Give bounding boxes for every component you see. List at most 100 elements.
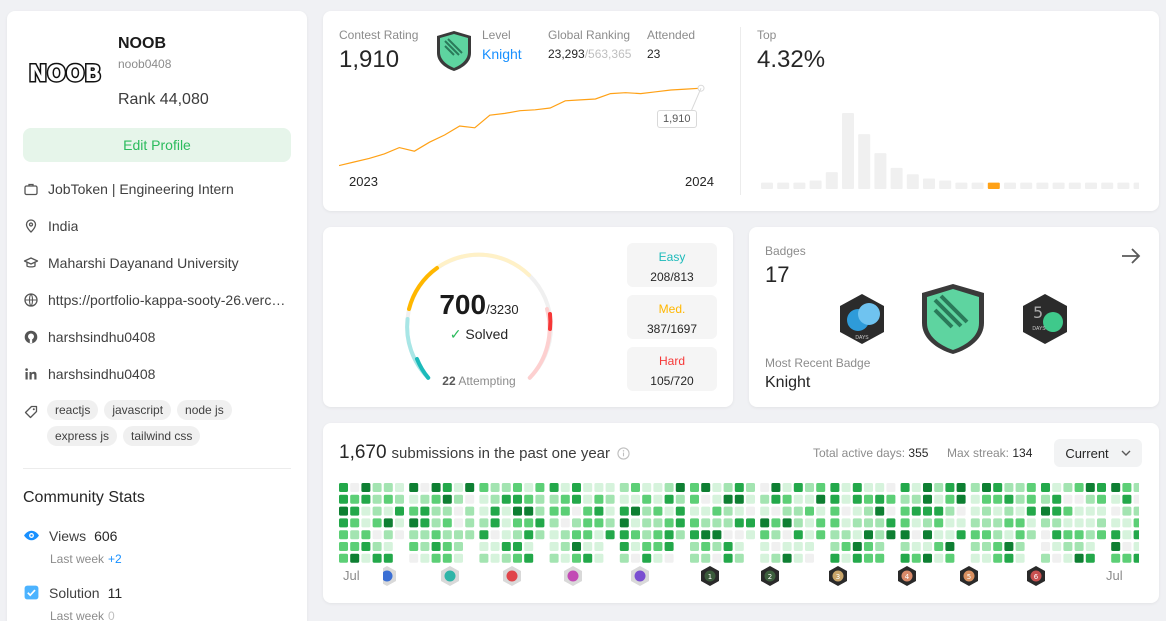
- avatar[interactable]: NOOB: [25, 55, 105, 91]
- heatmap-cell: [501, 553, 511, 563]
- heatmap-cell: [864, 494, 873, 504]
- heatmap-cell: [900, 553, 910, 563]
- heatmap-cell: [746, 518, 755, 528]
- distribution-bar: [1004, 182, 1016, 189]
- heatmap-cell: [734, 542, 744, 551]
- easy-stat[interactable]: Easy 208/813: [627, 243, 717, 287]
- heatmap-cell: [653, 506, 663, 516]
- tag-icon: [24, 405, 38, 419]
- heatmap-cell: [841, 542, 851, 551]
- submission-heatmap-card: 1,670 submissions in the past one year T…: [323, 423, 1159, 603]
- heatmap-cell: [513, 506, 522, 516]
- heatmap-cell: [372, 518, 382, 528]
- hard-stat[interactable]: Hard 105/720: [627, 347, 717, 391]
- heatmap-cell: [875, 506, 885, 516]
- heatmap-cell: [1111, 542, 1121, 551]
- distribution-bar: [1068, 182, 1081, 189]
- heatmap-cell: [501, 518, 511, 528]
- heatmap-cell: [465, 506, 475, 516]
- heatmap-cell: [1063, 506, 1073, 516]
- heatmap-cell: [945, 530, 955, 540]
- 50-days-badge-icon[interactable]: DAYS: [836, 292, 888, 346]
- heatmap-cell: [642, 483, 652, 492]
- contest-rating-value: 1,910: [339, 46, 400, 73]
- heatmap-cell: [911, 506, 921, 516]
- tag[interactable]: reactjs: [47, 400, 99, 420]
- heatmap-cell: [431, 553, 441, 563]
- level-value[interactable]: Knight: [482, 46, 522, 62]
- heatmap-cell: [535, 483, 545, 492]
- heatmap-cell: [1097, 518, 1106, 528]
- arrow-right-icon[interactable]: [1120, 246, 1142, 266]
- heatmap-cell: [594, 530, 604, 540]
- heatmap-cell: [1122, 483, 1132, 492]
- heatmap-cell: [339, 542, 348, 551]
- heatmap-cell: [642, 553, 652, 563]
- info-icon[interactable]: [617, 446, 630, 460]
- display-name: NOOB: [118, 35, 166, 52]
- heatmap-cell: [594, 542, 604, 551]
- heatmap-cell: [793, 518, 803, 528]
- medium-stat[interactable]: Med. 387/1697: [627, 295, 717, 339]
- heatmap-cell: [864, 483, 873, 492]
- heatmap-cell: [631, 518, 640, 528]
- heatmap-cell: [1133, 530, 1139, 540]
- tag[interactable]: javascript: [104, 400, 172, 420]
- heatmap-cell: [1085, 553, 1095, 563]
- top-percent: 4.32%: [757, 46, 826, 73]
- edit-profile-button[interactable]: Edit Profile: [23, 128, 291, 162]
- info-github[interactable]: harshsindhu0408: [23, 327, 291, 347]
- monthly-badges[interactable]: 1 2 3 4 5 6: [383, 565, 1083, 587]
- heatmap-cell: [572, 483, 581, 492]
- tag[interactable]: express js: [47, 426, 118, 446]
- heatmap-cell: [956, 494, 966, 504]
- heatmap-cell: [619, 553, 629, 563]
- info-linkedin[interactable]: harshsindhu0408: [23, 364, 291, 384]
- info-education: Maharshi Dayanand University: [23, 253, 291, 273]
- level-label: Level: [482, 28, 511, 42]
- heatmap-cell: [734, 553, 744, 563]
- year-dropdown[interactable]: Current: [1054, 439, 1142, 467]
- heatmap-cell: [372, 494, 382, 504]
- heatmap-cell: [361, 530, 371, 540]
- heatmap-cell: [653, 530, 663, 540]
- heatmap-cell: [934, 553, 944, 563]
- heatmap-cell: [572, 530, 581, 540]
- heatmap-cell: [746, 483, 755, 492]
- heatmap-cell: [479, 542, 489, 551]
- heatmap-cell: [479, 483, 489, 492]
- heatmap-cell: [1026, 494, 1036, 504]
- days-badge-icon[interactable]: 5 DAYS: [1019, 292, 1071, 346]
- rating-distribution-chart[interactable]: [759, 111, 1139, 191]
- heatmap-cell: [934, 483, 944, 492]
- heatmap-cell: [923, 553, 932, 563]
- heatmap-cell: [664, 542, 674, 551]
- heatmap-cell: [864, 530, 873, 540]
- heatmap-cell: [361, 494, 371, 504]
- heatmap-cell: [664, 530, 674, 540]
- heatmap-cell: [431, 518, 441, 528]
- heatmap-cell: [923, 518, 932, 528]
- heatmap-cell: [805, 518, 814, 528]
- heatmap-cell: [1063, 494, 1073, 504]
- heatmap-cell: [1026, 518, 1036, 528]
- knight-badge-icon[interactable]: [919, 282, 987, 356]
- tag[interactable]: tailwind css: [123, 426, 201, 446]
- heatmap-cell: [911, 530, 921, 540]
- heatmap-cell: [771, 494, 781, 504]
- solved-progress-ring[interactable]: [399, 247, 559, 407]
- heatmap-cell: [583, 483, 593, 492]
- tag[interactable]: node js: [177, 400, 232, 420]
- heatmap-cell: [956, 518, 966, 528]
- month-badge-number: 5: [967, 573, 971, 581]
- heatmap-cell: [1004, 494, 1014, 504]
- heatmap-cell: [409, 494, 419, 504]
- knight-badge-icon[interactable]: [435, 30, 473, 72]
- info-website[interactable]: https://portfolio-kappa-sooty-26.vercel.…: [23, 290, 291, 310]
- heatmap-cell: [583, 542, 593, 551]
- submission-calendar[interactable]: [339, 481, 1139, 565]
- heatmap-cell: [631, 483, 640, 492]
- heatmap-cell: [945, 483, 955, 492]
- distribution-bar: [939, 180, 952, 189]
- heatmap-cell: [1026, 506, 1036, 516]
